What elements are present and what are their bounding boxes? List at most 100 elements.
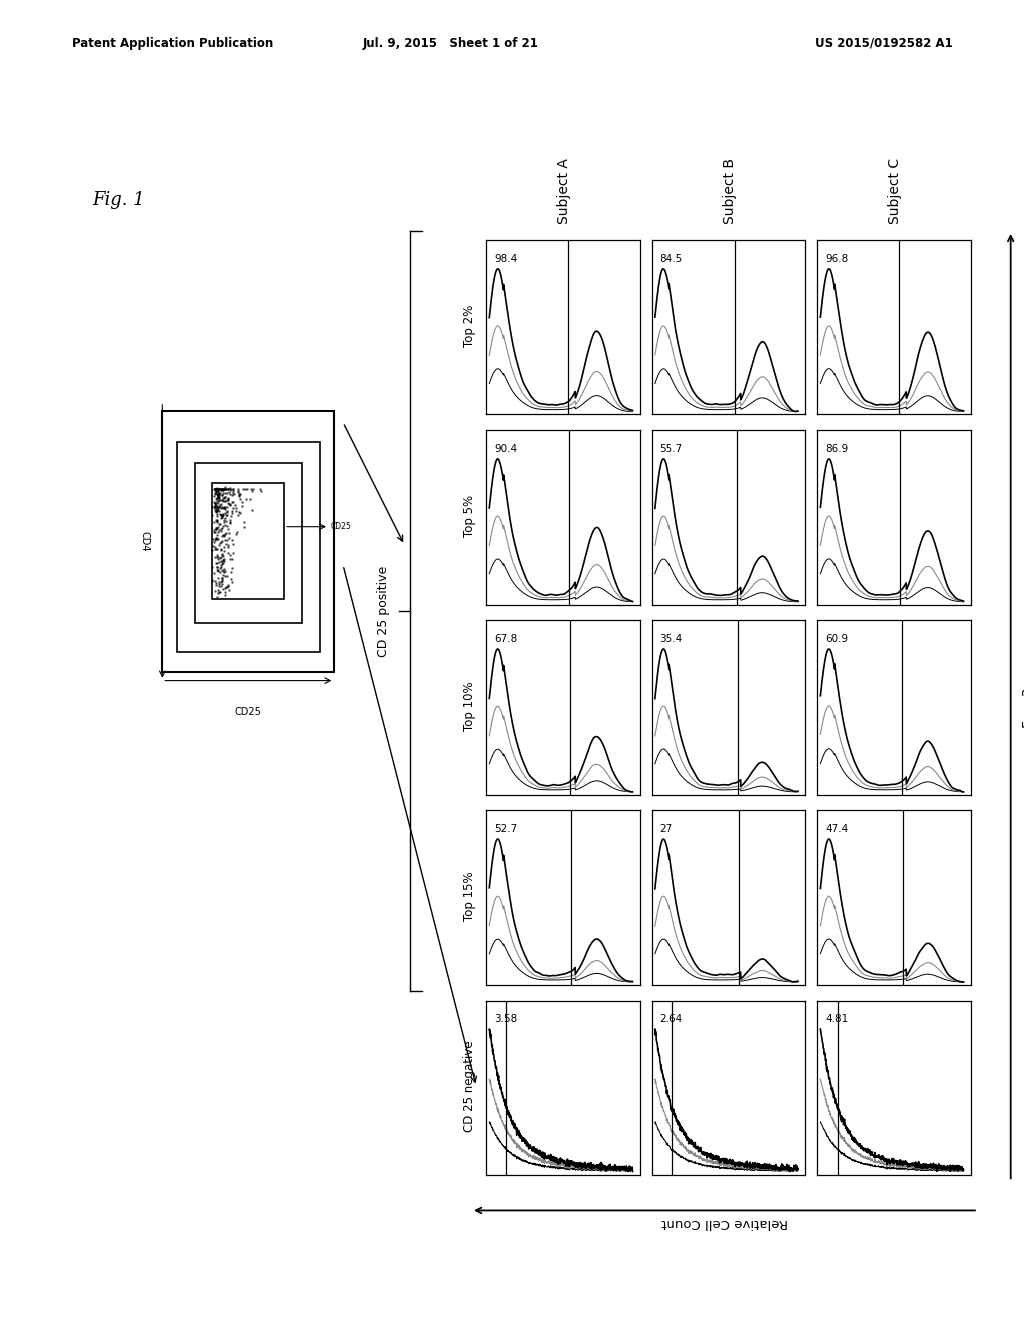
Point — [211, 535, 227, 556]
Point — [207, 478, 223, 499]
Text: 60.9: 60.9 — [825, 635, 848, 644]
Point — [219, 516, 236, 537]
Point — [213, 504, 229, 525]
Text: CD 25 positive: CD 25 positive — [378, 565, 390, 657]
Point — [208, 510, 224, 531]
Point — [214, 478, 230, 499]
Point — [207, 478, 223, 499]
Point — [224, 529, 241, 550]
Point — [206, 520, 222, 541]
Point — [231, 488, 248, 510]
Point — [219, 566, 236, 587]
Point — [212, 548, 228, 569]
Point — [211, 487, 227, 508]
Point — [212, 557, 228, 578]
Point — [210, 495, 226, 516]
Point — [213, 532, 229, 553]
Point — [239, 478, 255, 499]
Point — [214, 525, 230, 546]
Point — [210, 486, 226, 507]
Point — [244, 500, 260, 521]
Point — [209, 499, 225, 520]
Point — [210, 480, 226, 502]
Point — [218, 496, 234, 517]
Point — [209, 478, 225, 499]
Point — [204, 556, 221, 577]
Point — [214, 479, 230, 500]
Point — [208, 478, 224, 499]
Point — [210, 486, 226, 507]
Point — [212, 478, 228, 499]
Text: 2.64: 2.64 — [659, 1015, 683, 1024]
Point — [208, 488, 224, 510]
Point — [215, 516, 231, 537]
Point — [224, 549, 241, 570]
Point — [219, 478, 236, 499]
Point — [209, 511, 225, 532]
Point — [209, 510, 225, 531]
Point — [225, 484, 242, 506]
Point — [215, 536, 231, 557]
Point — [220, 488, 237, 510]
Point — [207, 492, 223, 513]
Point — [204, 504, 221, 525]
Point — [209, 483, 225, 504]
Point — [222, 484, 239, 506]
Point — [209, 500, 225, 521]
Point — [223, 484, 240, 506]
Point — [210, 478, 226, 499]
Point — [237, 478, 253, 499]
Point — [208, 573, 224, 594]
Point — [210, 561, 226, 582]
Point — [218, 533, 234, 554]
Point — [219, 500, 236, 521]
Point — [224, 572, 241, 593]
Point — [238, 488, 254, 510]
Text: Subject A: Subject A — [557, 158, 571, 224]
Point — [219, 490, 236, 511]
Point — [217, 499, 233, 520]
Point — [212, 532, 228, 553]
Point — [211, 486, 227, 507]
Point — [222, 511, 239, 532]
Point — [216, 498, 232, 519]
Point — [211, 483, 227, 504]
Point — [214, 506, 230, 527]
Point — [224, 491, 241, 512]
Point — [210, 498, 226, 519]
Point — [216, 524, 232, 545]
Text: Subject B: Subject B — [723, 158, 736, 224]
Point — [224, 480, 241, 502]
Point — [212, 478, 228, 499]
Point — [229, 480, 246, 502]
Point — [215, 524, 231, 545]
Point — [243, 478, 259, 499]
Point — [208, 517, 224, 539]
Point — [230, 482, 247, 503]
Point — [215, 545, 231, 566]
Point — [224, 503, 241, 524]
Point — [212, 483, 228, 504]
Point — [217, 577, 233, 598]
Point — [242, 488, 258, 510]
Point — [228, 500, 245, 521]
Point — [210, 482, 226, 503]
Text: Relative Cell Count: Relative Cell Count — [662, 1216, 787, 1229]
Point — [215, 552, 231, 573]
Point — [209, 496, 225, 517]
Point — [208, 519, 224, 540]
Point — [213, 573, 229, 594]
Text: 27: 27 — [659, 825, 673, 834]
Point — [210, 478, 226, 499]
Point — [206, 496, 222, 517]
Point — [207, 496, 223, 517]
Point — [236, 512, 252, 533]
Point — [208, 482, 224, 503]
Point — [208, 479, 224, 500]
Point — [209, 557, 225, 578]
Point — [213, 544, 229, 565]
Point — [217, 560, 233, 581]
Point — [217, 585, 233, 606]
Point — [210, 492, 226, 513]
Point — [224, 482, 241, 503]
